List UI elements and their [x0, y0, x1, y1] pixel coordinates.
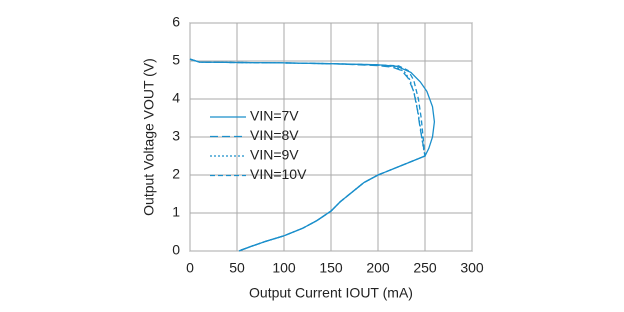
- y-tick-label: 3: [172, 128, 180, 144]
- x-tick-label: 250: [413, 260, 437, 276]
- series-line: [189, 58, 426, 252]
- x-axis-title: Output Current IOUT (mA): [249, 285, 413, 301]
- legend-label: VIN=9V: [250, 147, 299, 163]
- y-tick-label: 6: [172, 14, 180, 30]
- x-tick-label: 0: [186, 260, 194, 276]
- y-tick-label: 0: [172, 242, 180, 258]
- series-line: [189, 58, 426, 252]
- y-tick-label: 1: [172, 204, 180, 220]
- y-tick-label: 4: [172, 90, 180, 106]
- legend-label: VIN=10V: [250, 166, 307, 182]
- y-tick-label: 2: [172, 166, 180, 182]
- legend-label: VIN=8V: [250, 127, 299, 143]
- x-tick-label: 50: [229, 260, 245, 276]
- x-tick-label: 100: [272, 260, 296, 276]
- series-line: [189, 58, 436, 252]
- x-tick-label: 150: [319, 260, 343, 276]
- x-tick-label: 200: [366, 260, 390, 276]
- x-tick-label: 300: [460, 260, 484, 276]
- y-tick-label: 5: [172, 52, 180, 68]
- series-line: [189, 58, 426, 252]
- legend-label: VIN=7V: [250, 108, 299, 124]
- y-axis-title: Output Voltage VOUT (V): [141, 58, 157, 216]
